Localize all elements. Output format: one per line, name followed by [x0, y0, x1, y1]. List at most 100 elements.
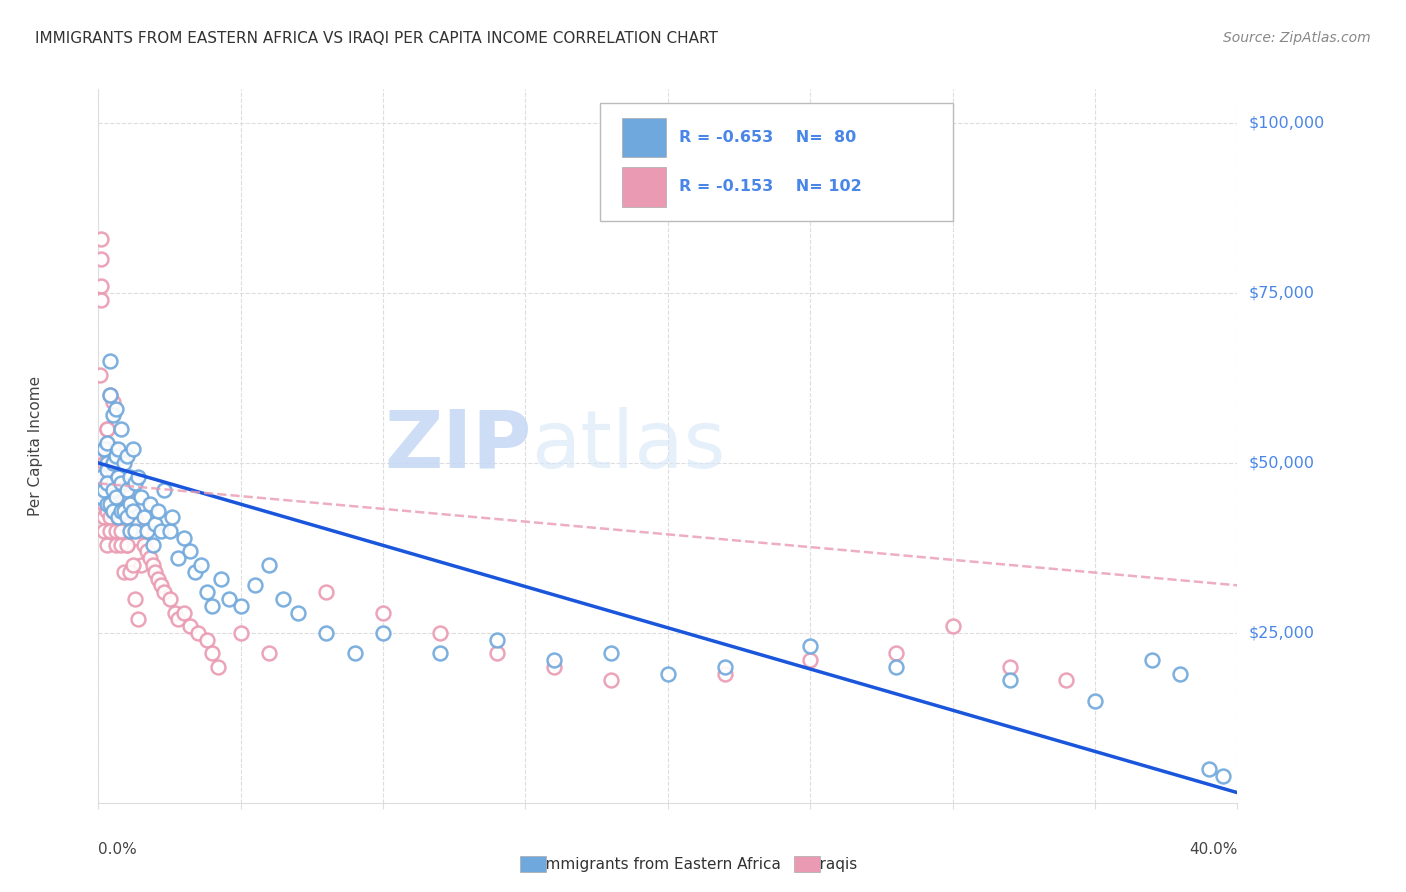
Text: atlas: atlas: [531, 407, 725, 485]
Point: [93, 483, 115, 498]
Point: [799, 653, 821, 667]
Point: [104, 469, 127, 483]
Point: [98, 510, 121, 524]
Point: [110, 476, 132, 491]
Point: [201, 599, 224, 613]
Point: [1084, 694, 1107, 708]
Point: [121, 503, 143, 517]
Point: [93, 456, 115, 470]
Point: [104, 456, 127, 470]
Point: [179, 544, 201, 558]
Point: [96, 456, 118, 470]
Point: [714, 660, 737, 674]
Point: [98, 354, 121, 368]
Point: [90, 232, 112, 246]
Point: [195, 632, 218, 647]
Text: R = -0.653    N=  80: R = -0.653 N= 80: [679, 129, 856, 145]
Point: [118, 517, 141, 532]
Point: [1140, 653, 1163, 667]
Point: [129, 558, 152, 572]
Point: [132, 537, 155, 551]
Point: [315, 626, 337, 640]
Point: [218, 591, 240, 606]
Point: [138, 497, 160, 511]
Point: [184, 565, 207, 579]
Point: [107, 503, 129, 517]
Point: [115, 483, 138, 498]
Point: [115, 449, 138, 463]
Point: [429, 626, 451, 640]
Point: [96, 497, 118, 511]
Point: [98, 469, 121, 483]
Point: [118, 497, 141, 511]
Point: [112, 497, 135, 511]
Point: [229, 626, 252, 640]
Point: [657, 666, 679, 681]
Point: [101, 483, 124, 498]
Point: [101, 442, 124, 457]
Point: [96, 503, 118, 517]
Point: [101, 394, 124, 409]
Point: [150, 524, 173, 538]
Point: [714, 666, 737, 681]
Point: [124, 591, 146, 606]
Point: [115, 537, 138, 551]
Point: [259, 646, 281, 660]
Point: [229, 599, 252, 613]
Point: [110, 524, 132, 538]
Point: [159, 591, 181, 606]
Point: [112, 565, 135, 579]
Text: Immigrants from Eastern Africa: Immigrants from Eastern Africa: [541, 857, 782, 871]
Point: [135, 544, 157, 558]
Point: [107, 503, 129, 517]
Text: Iraqis: Iraqis: [815, 857, 858, 871]
Point: [98, 497, 121, 511]
Point: [110, 490, 132, 504]
FancyBboxPatch shape: [623, 168, 665, 207]
Point: [107, 469, 129, 483]
Point: [135, 524, 157, 538]
Point: [101, 456, 124, 470]
Point: [187, 626, 209, 640]
Point: [107, 510, 129, 524]
Point: [110, 503, 132, 517]
Point: [98, 456, 121, 470]
Point: [118, 469, 141, 483]
Point: [148, 572, 170, 586]
Point: [150, 578, 173, 592]
Point: [884, 646, 907, 660]
Text: 0.0%: 0.0%: [98, 842, 138, 857]
Point: [129, 524, 152, 538]
Text: $100,000: $100,000: [1249, 116, 1324, 131]
Point: [112, 503, 135, 517]
Point: [259, 558, 281, 572]
Text: $25,000: $25,000: [1249, 625, 1315, 640]
Point: [129, 490, 152, 504]
Point: [201, 646, 224, 660]
Point: [153, 483, 176, 498]
Point: [1170, 666, 1192, 681]
Point: [90, 293, 112, 307]
Text: $50,000: $50,000: [1249, 456, 1315, 470]
Point: [543, 660, 565, 674]
Point: [148, 503, 170, 517]
Point: [127, 469, 149, 483]
Point: [167, 612, 190, 626]
Point: [162, 510, 184, 524]
Point: [107, 490, 129, 504]
Point: [167, 551, 190, 566]
Point: [104, 401, 127, 416]
Point: [93, 442, 115, 457]
Point: [96, 483, 118, 498]
Point: [159, 524, 181, 538]
Point: [1198, 762, 1220, 776]
Point: [118, 524, 141, 538]
Point: [127, 612, 149, 626]
Point: [115, 490, 138, 504]
Point: [1212, 769, 1234, 783]
Text: ZIP: ZIP: [384, 407, 531, 485]
Point: [90, 469, 112, 483]
Point: [173, 531, 195, 545]
Point: [110, 537, 132, 551]
Point: [190, 558, 212, 572]
